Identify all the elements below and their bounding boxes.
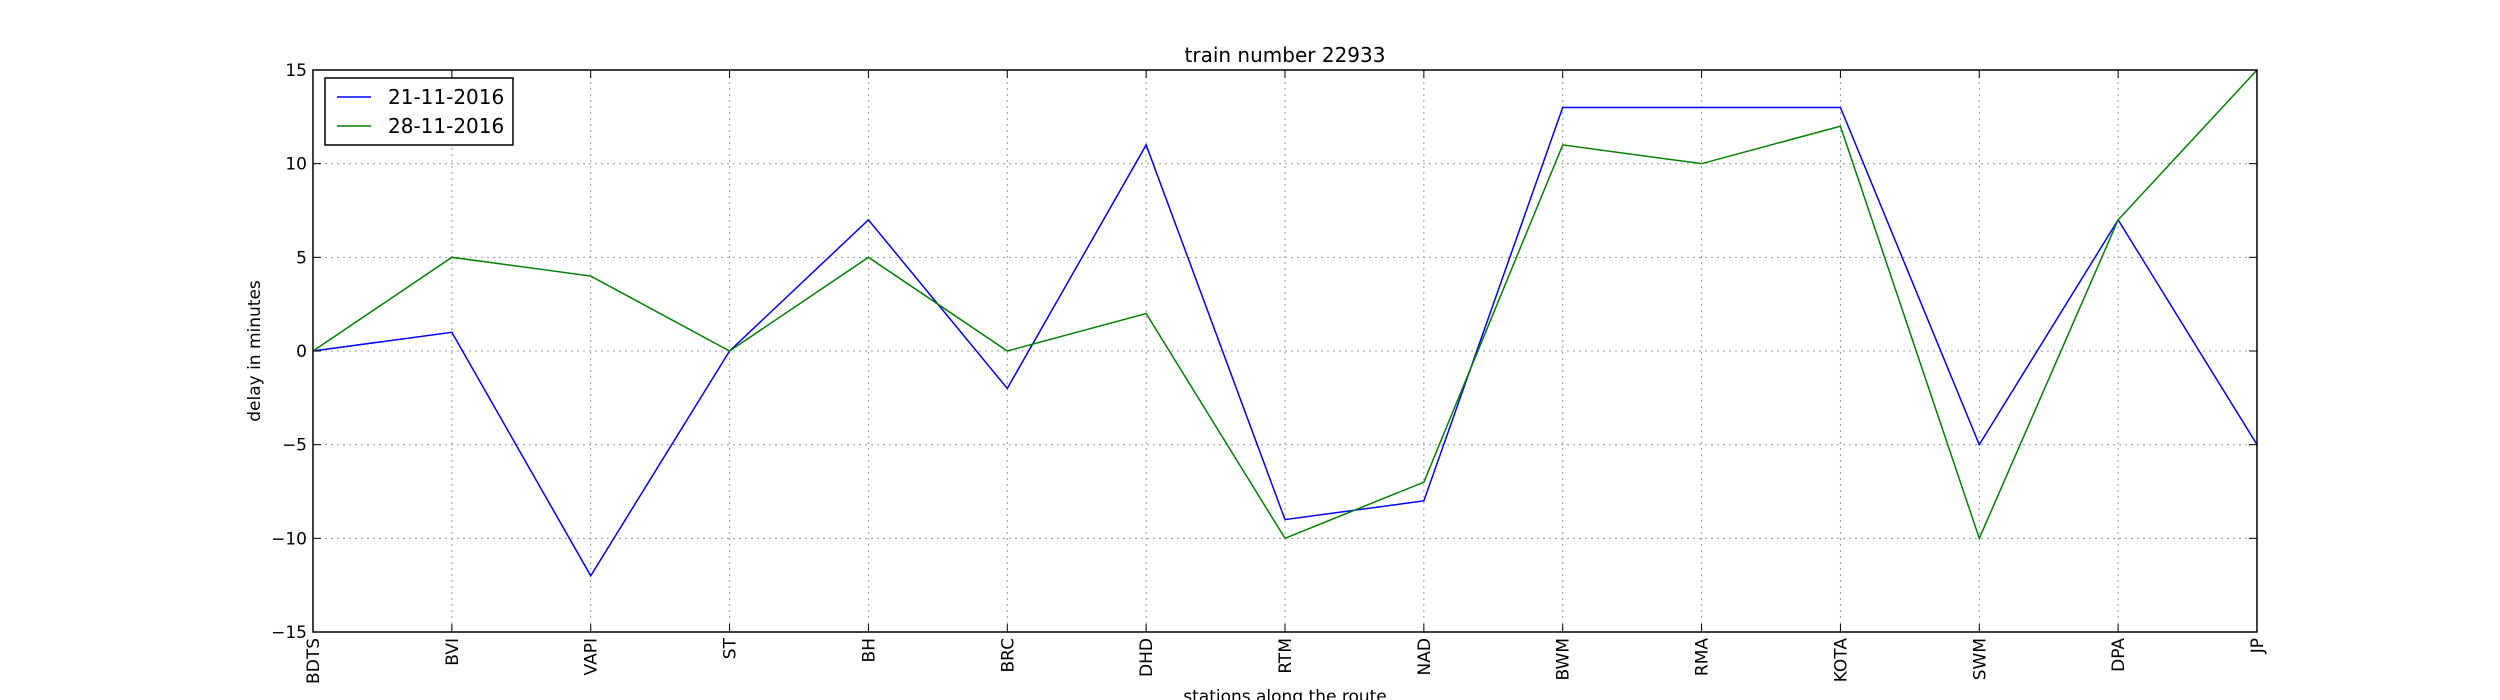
y-tick-label: −5 — [282, 436, 307, 456]
x-tick-label: BWM — [1554, 638, 1574, 681]
y-tick-label: −10 — [271, 529, 307, 549]
x-tick-label: RTM — [1276, 638, 1296, 674]
legend-box — [324, 77, 514, 146]
y-axis-label: delay in minutes — [245, 280, 265, 422]
y-tick-label: 10 — [285, 155, 307, 175]
x-tick-label: DPA — [2109, 638, 2129, 672]
series-line-1 — [312, 106, 2258, 578]
x-tick-label: BRC — [998, 638, 1018, 673]
x-tick-label: NAD — [1415, 638, 1435, 675]
y-tick-label: 0 — [296, 342, 307, 362]
x-axis-ticks: BDTS BVI VAPI ST BH BRC DHD RTM NAD BWM RMA KOTA SWM… — [304, 70, 2268, 684]
grid-lines — [313, 70, 2257, 632]
x-tick-label: DHD — [1137, 638, 1157, 677]
y-tick-label: 15 — [285, 61, 307, 81]
x-tick-label: SWM — [1970, 638, 1990, 680]
chart-title: train number 22933 — [1185, 43, 1386, 67]
x-tick-label: BDTS — [304, 638, 324, 684]
legend-label-series-1: 21-11-2016 — [388, 85, 504, 109]
y-axis-ticks: −15 −10 −5 0 5 10 15 — [271, 61, 2257, 643]
x-tick-label: ST — [721, 637, 741, 659]
y-tick-label: 5 — [296, 248, 307, 268]
x-tick-label: RMA — [1693, 638, 1713, 676]
x-tick-label: BH — [859, 638, 879, 662]
x-tick-label: BVI — [443, 638, 463, 666]
x-tick-label: JP — [2248, 638, 2268, 654]
legend: 21-11-2016 28-11-2016 — [324, 77, 514, 146]
x-tick-label: VAPI — [582, 638, 602, 675]
series-lines — [312, 69, 2258, 578]
legend-label-series-2: 28-11-2016 — [388, 114, 504, 138]
y-tick-label: −15 — [271, 623, 307, 643]
series-line-2 — [312, 69, 2258, 541]
x-axis-label: stations along the route — [1183, 687, 1387, 700]
x-tick-label: KOTA — [1831, 638, 1851, 683]
